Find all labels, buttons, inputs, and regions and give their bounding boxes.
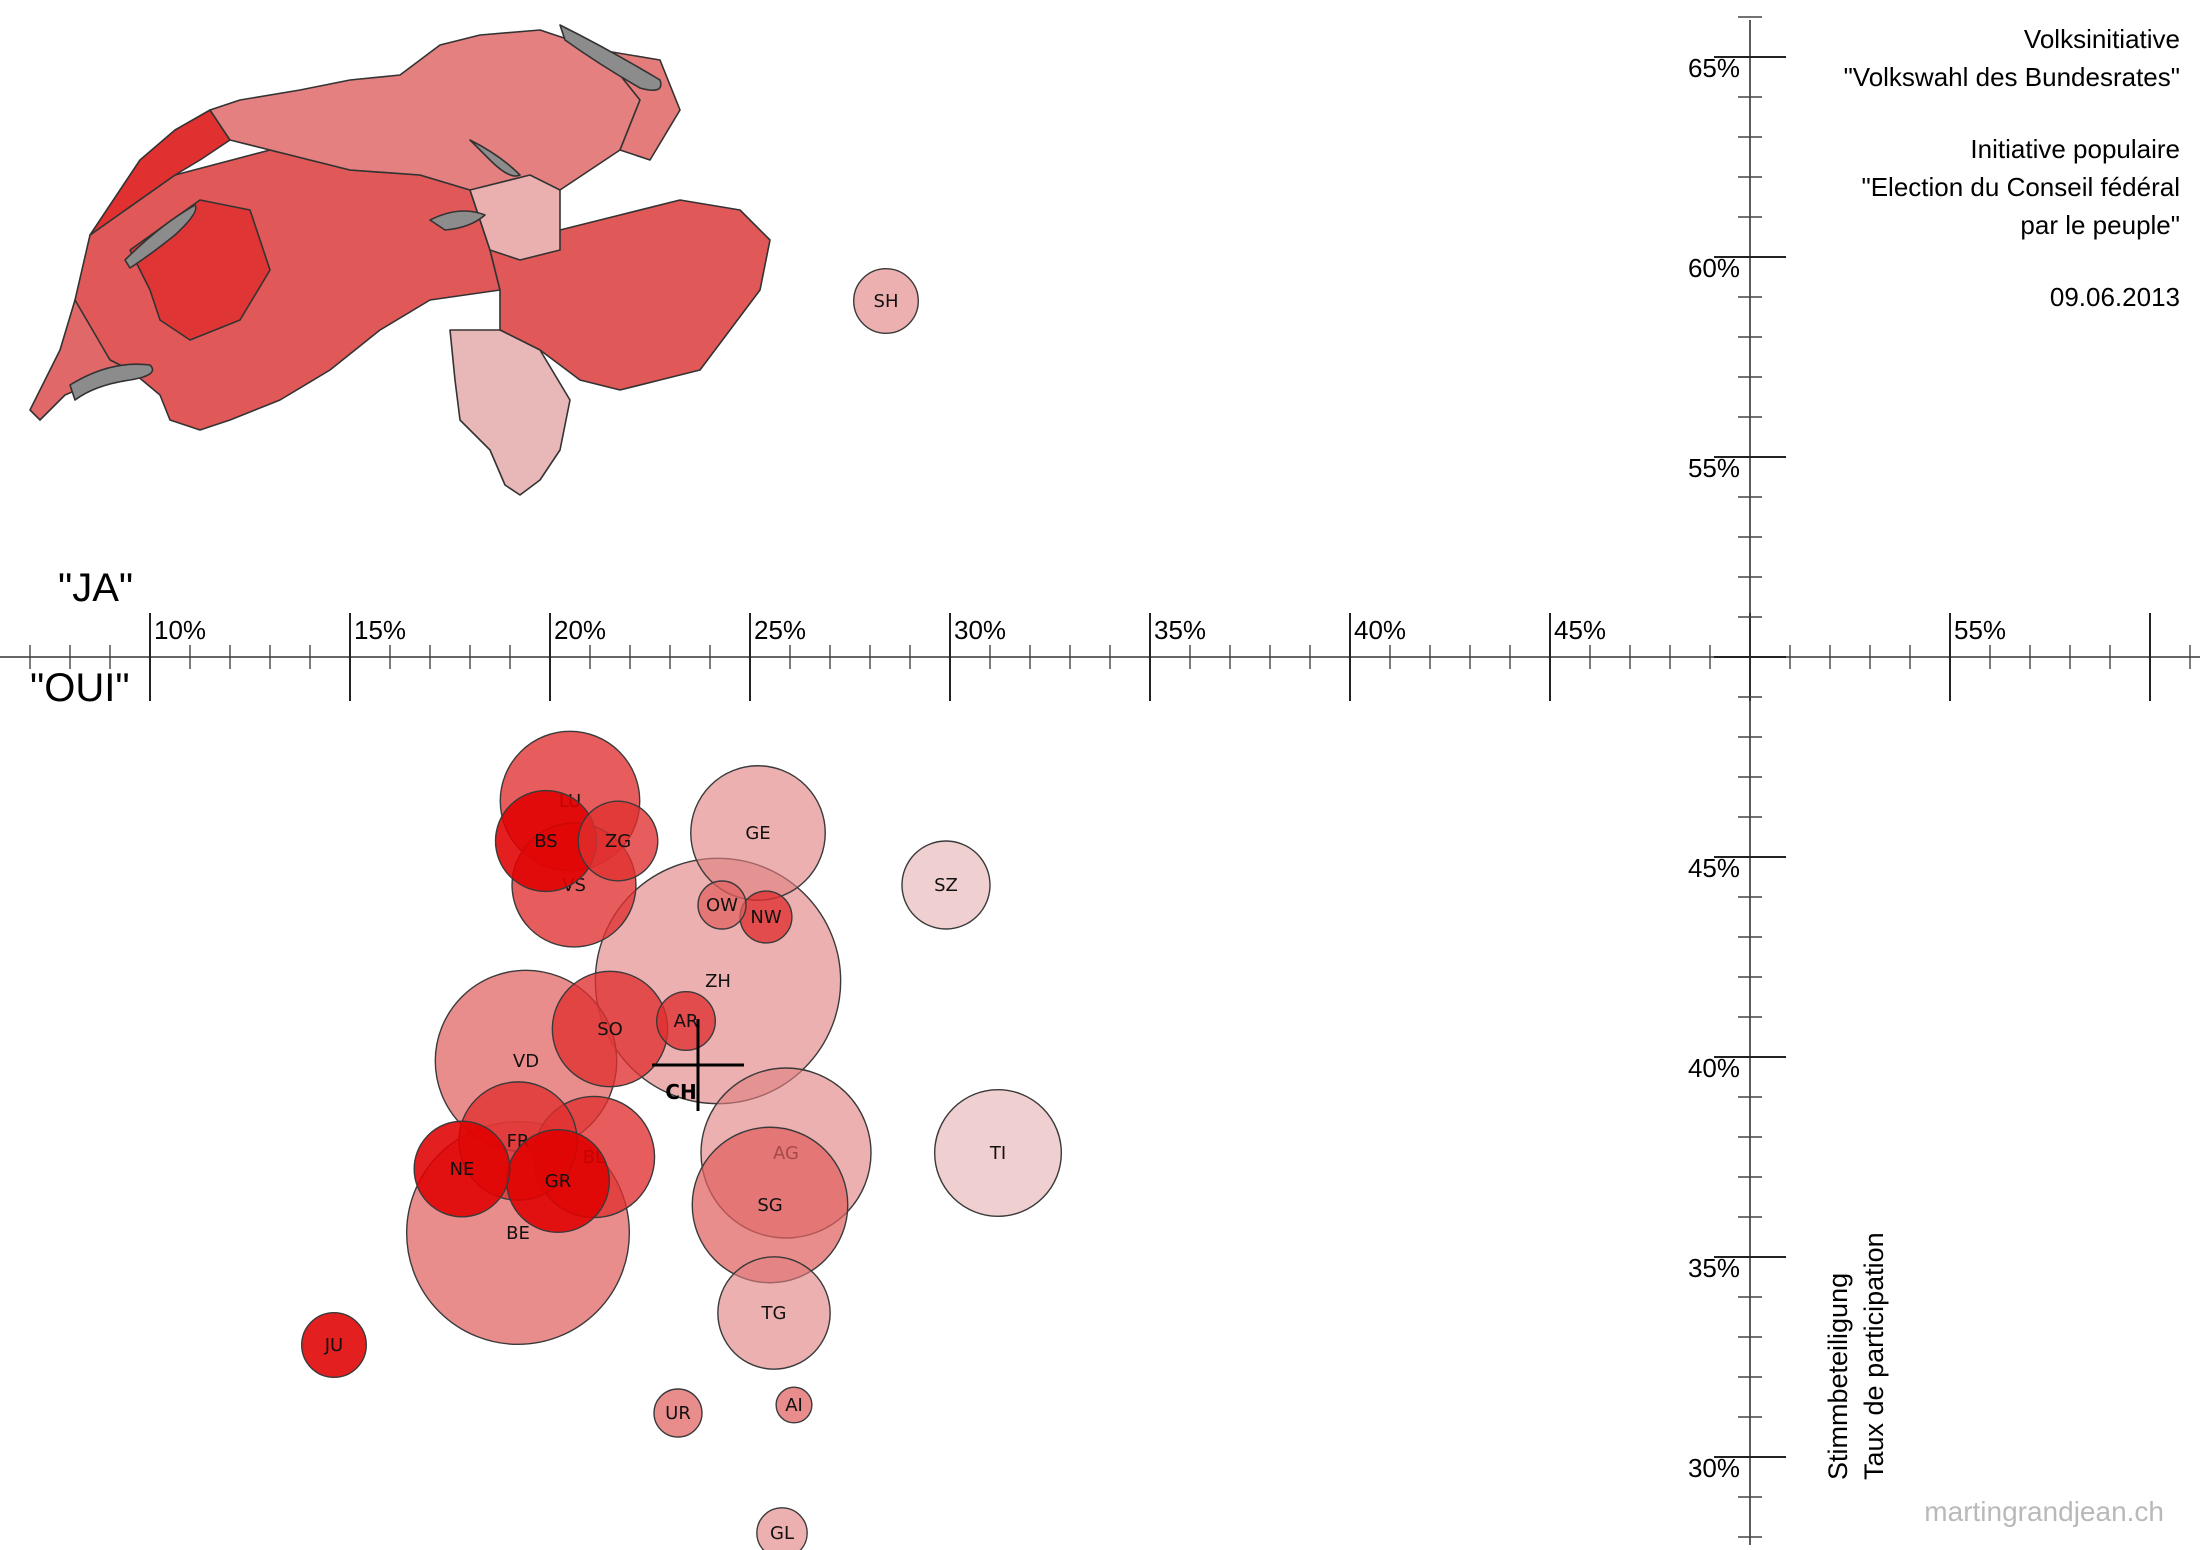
bubble-ar (656, 991, 716, 1051)
credit: martingrandjean.ch (1924, 1496, 2164, 1527)
x-tick-label: 15% (354, 615, 406, 645)
bubble-ti (933, 1088, 1063, 1218)
vote-date: 09.06.2013 (2049, 282, 2180, 312)
bubble-label-ti: TI (989, 1143, 1006, 1164)
bubble-ow (697, 880, 747, 930)
bubble-tg (717, 1256, 831, 1370)
bubble-label-ow: OW (706, 895, 738, 916)
x-tick-label: 10% (154, 615, 206, 645)
national-marker: CH (652, 1019, 744, 1111)
bubble-sz (901, 840, 991, 930)
map-region-ticino (449, 329, 571, 496)
bubble-label-vd: VD (513, 1051, 539, 1072)
y-tick-label: 35% (1688, 1253, 1740, 1283)
map-lake-zurich (469, 139, 521, 177)
bubbles: ZHBEVDAGSGLUGETIVSBLFRSOTGGRBSNESZZGSHJU… (301, 268, 1063, 1550)
y-axis-label: Stimmbeteiligung Taux de participation (1820, 1232, 1892, 1480)
x-label-ja: "JA" (58, 566, 134, 610)
y-tick-label: 45% (1688, 853, 1740, 883)
map-lake-constance (559, 24, 662, 91)
x-tick-label: 40% (1354, 615, 1406, 645)
y-label-fr: Taux de participation (1859, 1232, 1889, 1480)
x-tick-label: 55% (1954, 615, 2006, 645)
map-region-central-pale (469, 174, 561, 261)
y-tick-label: 40% (1688, 1053, 1740, 1083)
bubble-label-gr: GR (545, 1171, 571, 1192)
switzerland-map (29, 24, 771, 496)
bubble-label-sh: SH (874, 291, 899, 312)
bubble-ai (775, 1386, 813, 1424)
bubble-label-zg: ZG (605, 831, 631, 852)
x-label-oui: "OUI" (30, 666, 130, 710)
title-de-line-2: "Volkswahl des Bundesrates" (1843, 62, 2180, 92)
bubble-ju (301, 1312, 367, 1378)
bubble-label-sg: SG (757, 1195, 782, 1216)
y-tick-label: 65% (1688, 53, 1740, 83)
bubble-label-nw: NW (750, 907, 781, 928)
title-de-line-1: Volksinitiative (2023, 24, 2180, 54)
x-tick-label: 20% (554, 615, 606, 645)
national-label: CH (665, 1080, 696, 1104)
bubble-zg (577, 800, 659, 882)
title-fr-line-1: Initiative populaire (1970, 134, 2180, 164)
map-lake-lucerne (429, 210, 486, 231)
bubble-label-gl: GL (770, 1523, 794, 1544)
bubble-label-zh: ZH (705, 971, 731, 992)
bubble-label-so: SO (597, 1019, 623, 1040)
title-block: Volksinitiative "Volkswahl des Bundesrat… (1844, 20, 2180, 316)
bubble-label-ge: GE (745, 823, 770, 844)
bubble-label-ju: JU (324, 1335, 343, 1356)
x-tick-label: 30% (954, 615, 1006, 645)
map-region-north-east (599, 49, 681, 161)
y-tick-label: 55% (1688, 453, 1740, 483)
bubble-label-ai: AI (785, 1395, 803, 1416)
bubble-gl (756, 1507, 808, 1550)
bubble-label-be: BE (506, 1223, 530, 1244)
y-label-de: Stimmbeteiligung (1823, 1272, 1853, 1480)
bubble-label-bs: BS (534, 831, 557, 852)
y-tick-label: 30% (1688, 1453, 1740, 1483)
bubble-sh (853, 268, 919, 334)
bubble-label-sz: SZ (934, 875, 958, 896)
bubble-label-ar: AR (674, 1011, 699, 1032)
map-lake-neuchatel (124, 204, 197, 269)
y-tick-label: 60% (1688, 253, 1740, 283)
x-tick-label: 35% (1154, 615, 1206, 645)
axes: 10% 15% 20% 25% 30% 35% 40% 45% 55% 30% 35% 40% 45% 5… (0, 16, 2200, 1545)
bubble-label-tg: TG (761, 1303, 787, 1324)
title-fr-line-3: par le peuple" (2020, 210, 2180, 240)
title-fr-line-2: "Election du Conseil fédéral (1861, 172, 2180, 202)
bubble-ne (413, 1120, 511, 1218)
bubble-label-ne: NE (450, 1159, 475, 1180)
x-tick-label: 25% (754, 615, 806, 645)
map-lake-geneva (69, 363, 154, 401)
bubble-ur (653, 1388, 703, 1438)
x-tick-label: 45% (1554, 615, 1606, 645)
bubble-label-ur: UR (665, 1403, 691, 1424)
